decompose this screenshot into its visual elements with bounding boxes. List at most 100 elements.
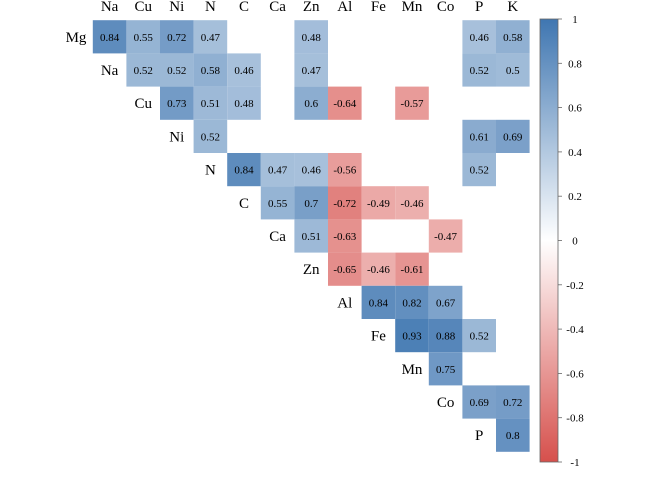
cell-value-label: -0.46 <box>401 198 424 210</box>
column-label: Fe <box>371 0 386 15</box>
heatmap-cell <box>496 418 530 452</box>
column-label: Mn <box>402 0 423 15</box>
cell-value-label: 0.6 <box>304 98 318 110</box>
row-label: P <box>475 428 483 444</box>
cell-value-label: 0.52 <box>470 65 489 77</box>
heatmap-cell <box>462 319 496 353</box>
row-label: Mn <box>402 362 423 378</box>
colorbar-tick-label: -0.6 <box>566 368 584 380</box>
cell-value-label: 0.47 <box>302 65 322 77</box>
row-label: Ca <box>269 229 286 245</box>
colorbar-ticks: 1 0.8 0.6 0.4 0.2 0 -0.2 -0.4 -0.6 -0.8 -1 <box>558 14 584 469</box>
column-label: K <box>507 0 518 15</box>
cell-value-label: 0.51 <box>302 231 321 243</box>
cell-value-label: 0.52 <box>134 65 153 77</box>
row-label: Na <box>101 63 119 79</box>
heatmap-cell <box>462 20 496 54</box>
cell-value-label: 0.7 <box>304 198 318 210</box>
cell-value-label: 0.52 <box>470 331 489 343</box>
cell-value-label: 0.73 <box>167 98 187 110</box>
cell-value-label: 0.88 <box>436 331 456 343</box>
cell-value-label: -0.49 <box>367 198 390 210</box>
row-label: Al <box>337 295 352 311</box>
cell-value-label: -0.63 <box>333 231 356 243</box>
cell-value-label: -0.56 <box>333 165 356 177</box>
column-label: N <box>205 0 216 15</box>
heatmap-cell <box>294 86 328 120</box>
cell-value-label: 0.93 <box>402 331 422 343</box>
column-label: C <box>239 0 249 15</box>
row-label: N <box>205 163 216 179</box>
heatmap-cell <box>428 219 463 253</box>
cell-value-label: -0.47 <box>434 231 457 243</box>
colorbar-tick-label: 0.2 <box>568 191 582 203</box>
heatmap-cell <box>328 252 362 286</box>
column-label: P <box>475 0 483 15</box>
heatmap-cell <box>428 352 463 386</box>
cell-value-label: 0.48 <box>234 98 254 110</box>
cell-value-label: 0.58 <box>201 65 221 77</box>
column-label: Ni <box>169 0 184 15</box>
cell-value-label: 0.47 <box>268 165 288 177</box>
heatmap-cell <box>294 153 328 187</box>
heatmap-cell <box>126 20 160 54</box>
cell-value-label: 0.67 <box>436 297 456 309</box>
cell-value-label: 0.8 <box>506 430 520 442</box>
cell-value-label: 0.72 <box>167 32 186 44</box>
heatmap-cell <box>361 252 396 286</box>
cell-value-label: 0.55 <box>134 32 154 44</box>
cell-value-label: 0.58 <box>503 32 523 44</box>
heatmap-cell <box>496 119 530 153</box>
heatmap-cell <box>395 252 429 286</box>
cell-value-label: 0.52 <box>167 65 186 77</box>
colorbar-tick-label: 0.8 <box>568 58 582 70</box>
heatmap-cell <box>294 219 328 253</box>
column-label: Zn <box>303 0 320 15</box>
colorbar-tick-label: 0 <box>572 236 578 248</box>
cell-value-label: 0.82 <box>402 297 421 309</box>
colorbar-tick-label: -0.8 <box>566 413 584 425</box>
cell-value-label: 0.47 <box>201 32 221 44</box>
cell-value-label: -0.57 <box>401 98 424 110</box>
heatmap-cell <box>227 153 261 187</box>
row-label: Co <box>437 395 455 411</box>
cell-value-label: 0.72 <box>503 397 522 409</box>
cell-value-label: -0.46 <box>367 264 390 276</box>
row-label: C <box>239 196 249 212</box>
heatmap-cells: 0.84 0.55 0.72 0.47 0.48 0.46 0.58 0.52 0.52 0.58… <box>92 20 530 452</box>
cell-value-label: 0.46 <box>302 165 322 177</box>
heatmap-cell <box>462 385 496 419</box>
column-labels: Na Cu Ni N C Ca Zn Al Fe Mn Co P K <box>101 0 519 15</box>
cell-value-label: 0.52 <box>201 131 220 143</box>
column-label: Na <box>101 0 119 15</box>
colorbar-tick-label: -0.4 <box>566 324 584 336</box>
cell-value-label: 0.75 <box>436 364 456 376</box>
cell-value-label: 0.48 <box>302 32 322 44</box>
heatmap-cell <box>395 319 429 353</box>
heatmap-cell <box>395 186 429 220</box>
cell-value-label: 0.61 <box>470 131 489 143</box>
heatmap-cell <box>361 186 396 220</box>
colorbar-tick-label: 0.6 <box>568 103 582 115</box>
heatmap-cell <box>428 285 463 319</box>
row-label: Fe <box>371 329 386 345</box>
column-label: Al <box>337 0 352 15</box>
heatmap-cell <box>160 20 194 54</box>
cell-value-label: 0.69 <box>470 397 490 409</box>
cell-value-label: -0.72 <box>333 198 356 210</box>
cell-value-label: 0.51 <box>201 98 220 110</box>
column-label: Ca <box>269 0 286 15</box>
heatmap-cell <box>462 53 496 87</box>
heatmap-cell <box>496 53 530 87</box>
cell-value-label: 0.69 <box>503 131 523 143</box>
cell-value-label: -0.61 <box>401 264 424 276</box>
colorbar-gradient <box>539 18 559 463</box>
colorbar: 1 0.8 0.6 0.4 0.2 0 -0.2 -0.4 -0.6 -0.8 -1 <box>539 14 584 469</box>
heatmap-cell <box>361 285 396 319</box>
colorbar-tick-label: -1 <box>570 457 579 469</box>
cell-value-label: 0.84 <box>100 32 120 44</box>
column-label: Co <box>437 0 455 15</box>
heatmap-cell <box>294 20 328 54</box>
row-label: Cu <box>134 96 152 112</box>
